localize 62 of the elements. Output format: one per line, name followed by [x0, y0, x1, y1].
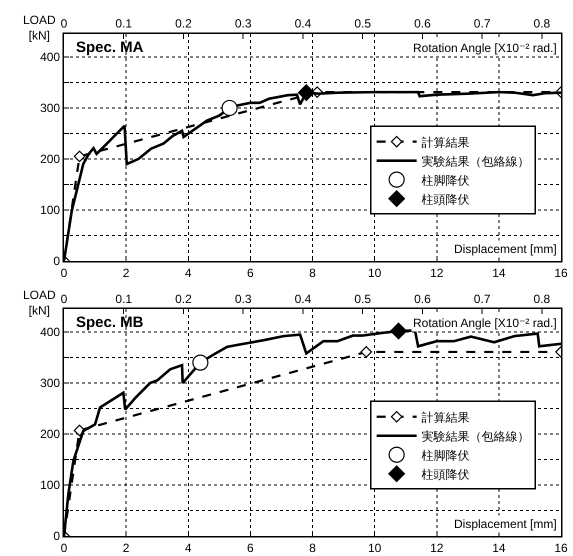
legend-label: 実験結果（包絡線）	[422, 429, 530, 444]
point	[221, 100, 238, 116]
x-tick-label: 6	[247, 266, 254, 280]
x2-tick-label: 0.2	[175, 16, 192, 31]
x-tick-label: 8	[309, 266, 316, 280]
x2-axis-title: Rotation Angle [X10⁻² rad.]	[413, 316, 557, 330]
x-tick-label: 16	[554, 266, 568, 280]
y-tick-label: 100	[40, 203, 60, 218]
x2-tick-label: 0.6	[414, 16, 432, 31]
point	[390, 322, 407, 340]
legend-label: 実験結果（包絡線）	[422, 154, 530, 168]
x2-tick-label: 0.2	[175, 292, 192, 306]
x-tick-label: 14	[492, 266, 506, 280]
y-tick-label: 300	[40, 101, 60, 116]
x-tick-label: 12	[430, 540, 444, 555]
x-tick-label: 16	[554, 540, 568, 555]
x-tick-label: 2	[122, 266, 130, 280]
x-tick-label: 10	[368, 266, 382, 280]
legend-label: 柱頭降伏	[422, 467, 470, 482]
y-tick-label: 400	[40, 325, 60, 340]
point	[192, 354, 208, 371]
chart-title: Spec. MB	[76, 314, 144, 331]
x2-tick-label: 0.3	[234, 292, 252, 306]
x-tick-label: 12	[430, 266, 444, 280]
y-tick-label: 200	[40, 427, 60, 442]
x-tick-label: 10	[368, 540, 382, 555]
x-axis-title: Displacement [mm]	[454, 517, 557, 531]
y-tick-label: 400	[40, 50, 60, 64]
x-tick-label: 4	[184, 540, 192, 555]
x2-tick-label: 0.1	[115, 16, 132, 31]
x2-tick-label: 0.7	[474, 292, 491, 306]
chart-title: Spec. MA	[76, 39, 144, 56]
legend-label: 計算結果	[422, 410, 470, 424]
legend-label: 柱脚降伏	[422, 173, 470, 188]
y-axis-title: LOAD [kN]	[23, 13, 56, 43]
y-axis-title: LOAD [kN]	[23, 288, 56, 318]
legend-label: 柱頭降伏	[422, 192, 470, 206]
x-tick-label: 2	[122, 540, 130, 555]
x2-tick-label: 0.8	[534, 16, 551, 31]
x2-axis-title: Rotation Angle [X10⁻² rad.]	[413, 41, 557, 55]
x-tick-label: 6	[247, 540, 254, 555]
x2-tick-label: 0.4	[294, 292, 312, 306]
x2-tick-label: 0.4	[294, 16, 312, 31]
x-axis-title: Displacement [mm]	[454, 242, 557, 256]
legend-label: 柱脚降伏	[422, 448, 470, 462]
x2-tick-label: 0.6	[414, 292, 432, 306]
y-tick-label: 200	[40, 152, 60, 166]
x2-tick-label: 0.7	[474, 16, 491, 31]
x-tick-label: 14	[492, 540, 506, 555]
x2-tick-label: 0.5	[354, 292, 372, 306]
y-tick-label: 300	[40, 376, 60, 390]
x-tick-label: 8	[309, 540, 316, 555]
y-tick-label: 100	[40, 478, 60, 492]
legend-label: 計算結果	[422, 135, 470, 150]
x-tick-label: 4	[184, 266, 192, 280]
x2-tick-label: 0.3	[234, 16, 252, 31]
point	[298, 84, 315, 102]
y-tick-label: 0	[53, 529, 60, 544]
x2-tick-label: 0.1	[115, 292, 132, 306]
x2-tick-label: 0.5	[354, 16, 372, 31]
x2-tick-label: 0.8	[534, 292, 551, 306]
y-tick-label: 0	[53, 254, 60, 268]
